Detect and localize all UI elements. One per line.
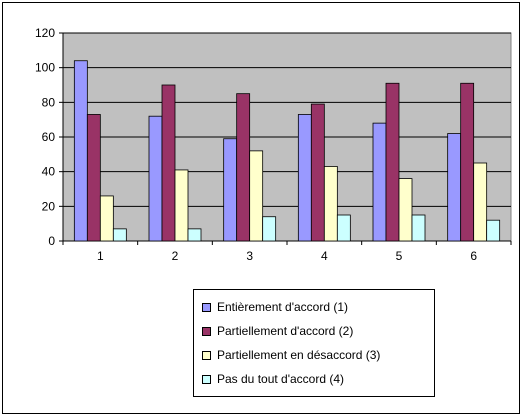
chart-legend: Entièrement d'accord (1) Partiellement d… <box>193 289 435 397</box>
x-tick-label: 1 <box>97 249 104 263</box>
legend-swatch <box>202 350 211 360</box>
bar <box>310 103 325 242</box>
x-tick-label: 4 <box>321 249 328 263</box>
legend-label: Entièrement d'accord (1) <box>217 300 349 314</box>
legend-item: Partiellement en désaccord (3) <box>202 343 434 367</box>
x-tick-label: 6 <box>470 249 477 263</box>
bar <box>398 178 413 242</box>
y-tick-label: 60 <box>42 130 56 144</box>
bar <box>174 169 189 242</box>
y-tick-label: 80 <box>42 95 56 109</box>
bar <box>473 162 488 242</box>
bar <box>112 228 127 242</box>
legend-item: Entièrement d'accord (1) <box>202 295 434 319</box>
bar <box>297 114 312 242</box>
bar <box>385 82 400 242</box>
x-tick-label: 2 <box>172 249 179 263</box>
bar <box>249 150 264 242</box>
bar <box>411 214 426 242</box>
bar <box>336 214 351 242</box>
x-tick-label: 3 <box>246 249 253 263</box>
bar <box>73 60 88 242</box>
chart-frame: 0 20 40 60 80 100 120 1 2 3 4 5 6 Entièrement d'acco… <box>2 2 520 414</box>
legend-swatch <box>202 374 211 384</box>
bar <box>323 166 338 242</box>
bar <box>236 93 251 242</box>
y-tick-label: 120 <box>35 26 55 40</box>
bar <box>460 82 475 242</box>
y-tick-label: 40 <box>42 165 56 179</box>
x-tick-label: 5 <box>396 249 403 263</box>
legend-item: Partiellement d'accord (2) <box>202 319 434 343</box>
bar <box>148 115 163 242</box>
bar-chart: 0 20 40 60 80 100 120 1 2 3 4 5 6 <box>35 26 512 263</box>
bar <box>486 219 501 242</box>
bar <box>223 138 238 242</box>
y-tick-label: 20 <box>42 199 56 213</box>
legend-swatch <box>202 326 211 336</box>
legend-item: Pas du tout d'accord (4) <box>202 367 434 391</box>
bar <box>86 114 101 242</box>
bar <box>99 195 114 242</box>
y-tick-label: 100 <box>35 61 55 75</box>
bar <box>187 228 202 242</box>
bar <box>262 216 277 242</box>
bar <box>161 84 176 242</box>
y-tick-label: 0 <box>48 234 55 248</box>
legend-label: Partiellement en désaccord (3) <box>217 348 381 362</box>
legend-label: Partiellement d'accord (2) <box>217 324 354 338</box>
bar <box>372 122 387 242</box>
legend-swatch <box>202 302 211 312</box>
bar <box>447 133 462 242</box>
legend-label: Pas du tout d'accord (4) <box>217 372 345 386</box>
